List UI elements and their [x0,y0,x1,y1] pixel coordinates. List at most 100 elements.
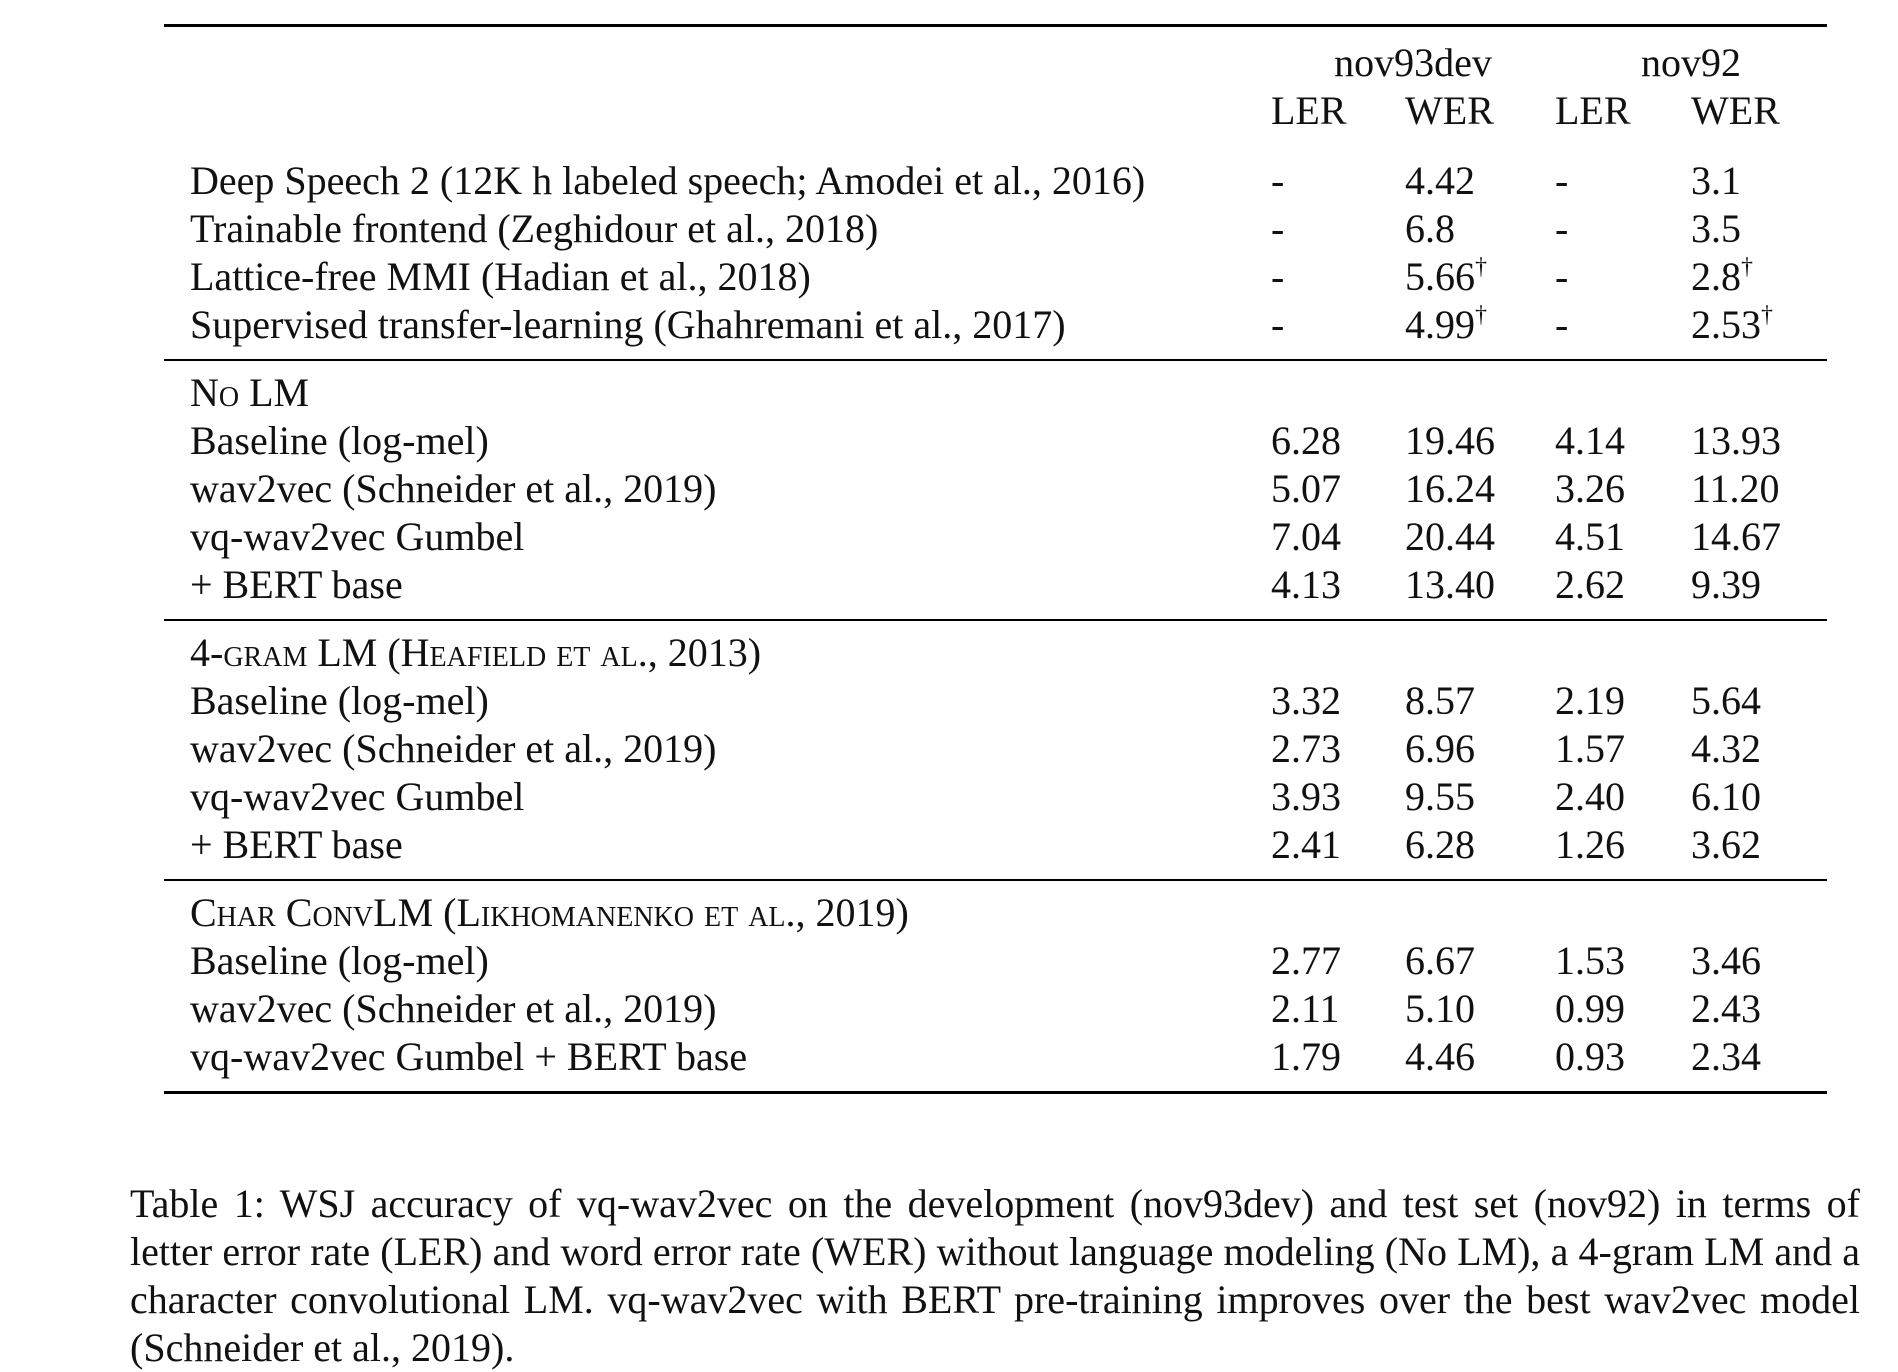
group-nov93dev: nov93dev [1334,40,1492,85]
value-cell: 20.44 [1405,513,1555,561]
value-cell: 1.57 [1555,725,1691,773]
method-name: Baseline (log-mel) [190,678,489,723]
value-text: 5.66 [1405,254,1475,299]
value-text: 3.62 [1691,822,1761,867]
value-cell: 2.53† [1691,301,1827,360]
value-cell: 5.66† [1405,253,1555,301]
value-cell: 4.32 [1691,725,1827,773]
table-row: Deep Speech 2 (12K h labeled speech; Amo… [164,149,1827,205]
section-title: No LM [190,370,310,415]
value-text: 3.93 [1271,774,1341,819]
method-name: wav2vec (Schneider et al., 2019) [190,986,717,1031]
table-row: vq-wav2vec Gumbel 3.93 9.55 2.40 6.10 [164,773,1827,821]
value-text: 6.67 [1405,938,1475,983]
table-row: Baseline (log-mel) 6.28 19.46 4.14 13.93 [164,417,1827,465]
value-cell: 0.99 [1555,985,1691,1033]
value-text: - [1271,254,1285,299]
dagger-mark: † [1761,302,1773,328]
value-text: 1.79 [1271,1034,1341,1079]
value-cell: - [1271,205,1405,253]
value-text: 4.42 [1405,158,1475,203]
value-cell: 2.40 [1555,773,1691,821]
value-text: 1.57 [1555,726,1625,771]
table-row: + BERT base 2.41 6.28 1.26 3.62 [164,821,1827,880]
value-cell: 1.79 [1271,1033,1405,1093]
value-cell: - [1555,205,1691,253]
value-cell: 0.93 [1555,1033,1691,1093]
table-row: wav2vec (Schneider et al., 2019) 2.73 6.96… [164,725,1827,773]
value-cell: 2.62 [1555,561,1691,620]
subcol-ler-nov92: LER [1555,88,1631,133]
value-text: 4.51 [1555,514,1625,559]
section-title: Char ConvLM (Likhomanenko et al., 2019) [190,890,909,935]
value-cell: 4.51 [1555,513,1691,561]
value-cell: 6.28 [1405,821,1555,880]
table-row: wav2vec (Schneider et al., 2019) 5.07 16.2… [164,465,1827,513]
table-row: Trainable frontend (Zeghidour et al., 20… [164,205,1827,253]
top-rule [164,24,1827,28]
value-cell: 6.28 [1271,417,1405,465]
value-cell: 6.8 [1405,205,1555,253]
value-cell: 14.67 [1691,513,1827,561]
value-text: - [1555,254,1569,299]
value-text: 4.13 [1271,562,1341,607]
value-text: 2.62 [1555,562,1625,607]
value-text: 9.39 [1691,562,1761,607]
value-text: 3.5 [1691,206,1741,251]
value-cell: 2.77 [1271,937,1405,985]
value-text: 2.11 [1271,986,1340,1031]
value-text: - [1555,158,1569,203]
value-cell: 4.42 [1405,149,1555,205]
method-name: Lattice-free MMI (Hadian et al., 2018) [190,254,811,299]
table-body: Deep Speech 2 (12K h labeled speech; Amo… [164,149,1827,1095]
value-text: 4.99 [1405,302,1475,347]
value-cell: 5.10 [1405,985,1555,1033]
value-cell: 2.34 [1691,1033,1827,1093]
method-name: + BERT base [190,822,403,867]
value-cell: 2.73 [1271,725,1405,773]
value-cell: - [1555,301,1691,360]
value-text: 4.32 [1691,726,1761,771]
value-text: 2.73 [1271,726,1341,771]
value-cell: 3.93 [1271,773,1405,821]
value-text: 0.93 [1555,1034,1625,1079]
value-cell: 4.14 [1555,417,1691,465]
value-cell: 3.46 [1691,937,1827,985]
value-cell: - [1271,301,1405,360]
value-text: 6.96 [1405,726,1475,771]
value-text: 16.24 [1405,466,1495,511]
value-text: 13.93 [1691,418,1781,463]
value-text: 2.53 [1691,302,1761,347]
value-cell: 13.93 [1691,417,1827,465]
value-text: 2.77 [1271,938,1341,983]
value-cell: 3.5 [1691,205,1827,253]
table-row: vq-wav2vec Gumbel + BERT base 1.79 4.46 0.9… [164,1033,1827,1093]
value-text: 2.19 [1555,678,1625,723]
value-cell: 2.19 [1555,677,1691,725]
value-cell: 7.04 [1271,513,1405,561]
value-cell: 2.11 [1271,985,1405,1033]
value-text: 19.46 [1405,418,1495,463]
value-text: 7.04 [1271,514,1341,559]
value-text: 2.43 [1691,986,1761,1031]
value-text: 6.28 [1271,418,1341,463]
value-cell: 11.20 [1691,465,1827,513]
value-text: 9.55 [1405,774,1475,819]
header-spacer [164,27,1271,87]
value-cell: 1.26 [1555,821,1691,880]
section-header-row: No LM [164,361,1827,417]
method-name: Baseline (log-mel) [190,418,489,463]
value-cell: 4.46 [1405,1033,1555,1093]
value-cell: - [1271,149,1405,205]
subcol-wer-nov92: WER [1691,88,1780,133]
value-text: 5.64 [1691,678,1761,723]
results-table: nov93dev nov92 LER WER LER WER Deep Spee… [164,24,1827,1095]
value-cell: 6.67 [1405,937,1555,985]
value-cell: 2.43 [1691,985,1827,1033]
value-cell: 19.46 [1405,417,1555,465]
method-name: Supervised transfer-learning (Ghahremani… [190,302,1066,347]
subcol-wer-nov93dev: WER [1405,88,1494,133]
section-header-row: Char ConvLM (Likhomanenko et al., 2019) [164,881,1827,937]
group-header-row: nov93dev nov92 [164,27,1827,87]
header-spacer [164,87,1271,149]
